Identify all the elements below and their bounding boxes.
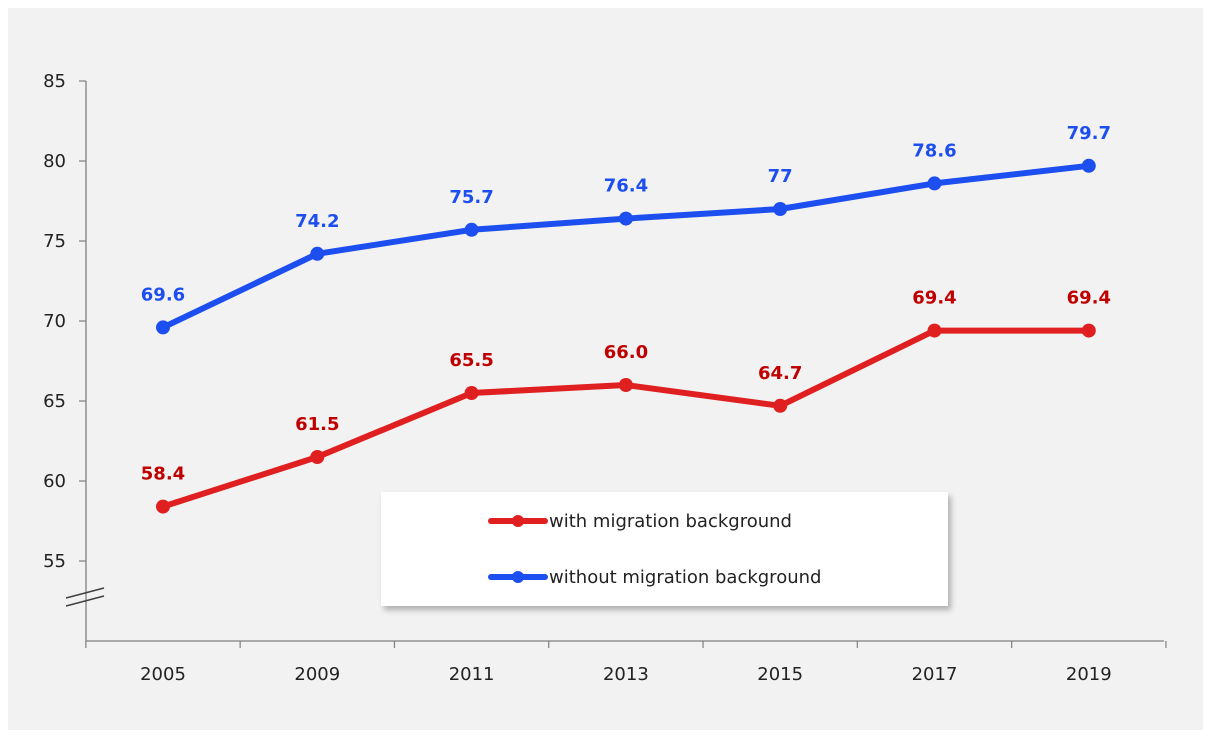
data-point	[618, 378, 633, 392]
y-tick-label: 65	[43, 391, 66, 412]
data-label: 61.5	[295, 414, 339, 435]
data-point	[1081, 323, 1096, 338]
x-tick-label: 2009	[294, 664, 340, 685]
data-point	[927, 323, 942, 338]
data-point	[464, 386, 479, 400]
data-point	[927, 176, 942, 191]
y-tick-label: 75	[43, 231, 66, 252]
data-label: 77	[768, 166, 793, 187]
data-point	[310, 450, 325, 464]
legend-item: with migration background	[488, 511, 792, 532]
data-label: 69.6	[141, 284, 185, 305]
y-tick-label: 55	[43, 551, 66, 572]
legend-marker	[512, 571, 524, 583]
legend-marker	[512, 515, 524, 527]
y-axis-ticks: 55 60 65 70 75 80 85	[43, 71, 86, 572]
x-tick-label: 2019	[1066, 664, 1112, 685]
y-tick-label: 60	[43, 471, 66, 492]
data-label: 78.6	[912, 140, 956, 161]
x-tick-label: 2013	[603, 664, 649, 685]
x-tick-label: 2015	[757, 664, 803, 685]
data-point	[156, 320, 170, 335]
data-label: 66.0	[604, 342, 648, 363]
series-with-migration-background: 58.4 61.5 65.5 66.0 64.7 69.4 69.4	[141, 288, 1111, 514]
data-label: 75.7	[449, 187, 493, 208]
data-label: 76.4	[604, 176, 648, 197]
legend-label: with migration background	[549, 511, 792, 532]
data-point	[310, 246, 325, 261]
legend: with migration background without migrati…	[381, 492, 948, 606]
data-label: 69.4	[912, 288, 956, 309]
legend-label: without migration background	[549, 567, 821, 588]
x-tick-label: 2017	[912, 664, 958, 685]
legend-item: without migration background	[488, 567, 821, 588]
data-label: 79.7	[1067, 123, 1111, 144]
chart-panel	[8, 8, 1203, 730]
legend-box	[381, 492, 948, 606]
data-label: 65.5	[449, 350, 493, 371]
axis-break-mark	[65, 595, 105, 607]
y-tick-label: 70	[43, 311, 66, 332]
data-point	[1081, 158, 1096, 173]
y-axis-break	[65, 587, 105, 607]
series-without-migration-background: 69.6 74.2 75.7 76.4 77 78.6 79.7	[141, 123, 1111, 335]
y-tick-label: 80	[43, 151, 66, 172]
axes	[65, 81, 1164, 642]
data-label: 64.7	[758, 363, 802, 384]
axis-break-mark	[65, 587, 105, 599]
data-point	[618, 211, 633, 226]
data-label: 69.4	[1067, 288, 1111, 309]
data-point	[773, 202, 788, 216]
x-tick-label: 2011	[449, 664, 495, 685]
data-label: 58.4	[141, 464, 185, 485]
series-layer: 58.4 61.5 65.5 66.0 64.7 69.4 69.4 69.6 74.2 75.7…	[141, 123, 1111, 514]
x-tick-label: 2005	[140, 664, 186, 685]
data-label: 74.2	[295, 211, 339, 232]
data-point	[773, 398, 788, 413]
data-point	[464, 222, 479, 237]
y-tick-label: 85	[43, 71, 66, 92]
x-axis-ticks: 2005 2009 2011 2013 2015 2017 2019	[85, 641, 1167, 685]
data-point	[156, 499, 170, 514]
